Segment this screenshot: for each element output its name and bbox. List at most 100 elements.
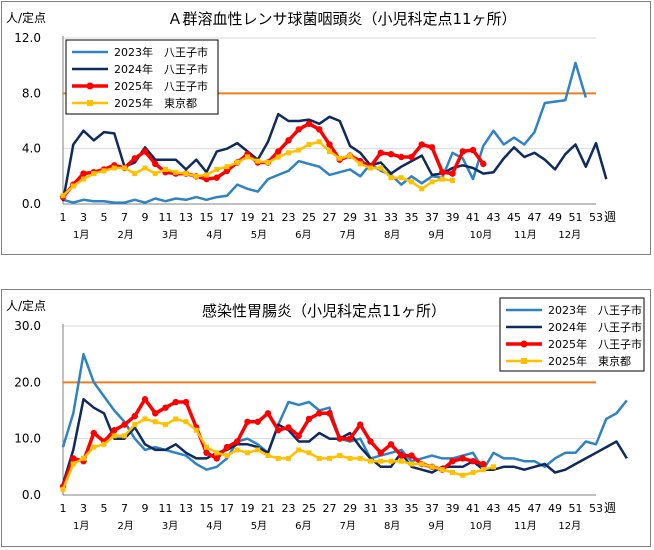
data-point	[408, 153, 415, 161]
x-tick-label: 3	[80, 211, 87, 224]
data-point	[429, 464, 435, 470]
data-point	[213, 455, 220, 462]
month-label: 2月	[117, 520, 133, 532]
data-point	[346, 435, 354, 442]
x-tick-label: 37	[425, 502, 439, 515]
data-point	[255, 158, 261, 164]
x-tick-label: 15	[200, 211, 214, 224]
x-tick-label: 49	[548, 502, 562, 515]
data-point	[316, 455, 322, 461]
data-point	[449, 170, 456, 177]
legend-label: 2024年 八王子市	[548, 320, 642, 334]
data-point	[245, 450, 250, 456]
data-point	[182, 398, 190, 406]
data-point	[480, 467, 486, 473]
x-tick-label: 29	[343, 211, 357, 224]
x-tick-label: 53	[589, 502, 603, 515]
data-point	[152, 410, 159, 417]
data-point	[327, 148, 332, 154]
data-point	[378, 165, 384, 171]
x-tick-label: 51	[569, 502, 583, 515]
x-tick-label: 51	[569, 211, 583, 224]
data-point	[60, 486, 66, 492]
data-point	[173, 169, 179, 175]
data-point	[275, 148, 282, 155]
legend: 2023年 八王子市 2024年 八王子市 2025年 八王子市 2025年 東京都	[499, 297, 645, 372]
data-point	[450, 177, 455, 183]
x-tick-label: 41	[466, 211, 480, 224]
series-3	[59, 396, 487, 490]
data-point	[214, 166, 220, 172]
month-label: 9月	[428, 229, 444, 241]
month-label: 12月	[558, 229, 581, 241]
month-label: 1月	[73, 520, 89, 532]
series-2	[61, 112, 608, 202]
data-point	[204, 444, 209, 450]
data-point	[296, 147, 302, 153]
data-point	[285, 137, 292, 144]
x-tick-label: 5	[101, 502, 108, 515]
data-point	[224, 453, 230, 459]
data-point	[306, 450, 312, 456]
data-point	[132, 171, 138, 177]
data-point	[459, 148, 466, 155]
legend-label: 2024年 八王子市	[114, 62, 208, 76]
data-point	[285, 424, 292, 431]
legend-label: 2025年 東京都	[114, 96, 197, 110]
data-point	[264, 410, 272, 417]
data-point	[357, 161, 363, 167]
data-point	[203, 449, 210, 456]
data-point	[265, 453, 271, 459]
data-point	[469, 146, 477, 154]
month-label: 10月	[470, 520, 493, 532]
x-tick-label: 13	[179, 211, 193, 224]
data-point	[172, 398, 179, 406]
data-point	[224, 164, 230, 170]
data-point	[418, 141, 425, 148]
data-point	[111, 165, 117, 171]
x-tick-label: 35	[405, 502, 419, 515]
data-point	[101, 441, 107, 447]
data-point	[162, 404, 169, 411]
x-tick-label: 7	[121, 211, 128, 224]
y-tick-label: 20.0	[14, 375, 41, 389]
data-point	[254, 418, 261, 425]
chart-panel-strep: Ａ群溶血性レンサ球菌咽頭炎（小児科定点11ヶ所） 人/定点 0.0 4.0 8.0 12.…	[1, 1, 651, 255]
y-tick-label: 0.0	[22, 197, 41, 211]
data-point	[450, 469, 455, 475]
data-point	[286, 455, 291, 461]
month-label: 10月	[470, 229, 493, 241]
x-tick-label: 43	[487, 211, 501, 224]
data-point	[152, 160, 159, 168]
y-tick-label: 8.0	[22, 86, 41, 100]
data-point	[449, 458, 456, 465]
series-1	[61, 352, 628, 471]
month-label: 1月	[73, 229, 89, 241]
data-point	[347, 153, 353, 159]
data-point	[439, 176, 445, 182]
legend: 2023年 八王子市 2024年 八王子市 2025年 八王子市 2025年 東京都	[65, 39, 219, 115]
data-point	[141, 396, 149, 403]
data-point	[183, 419, 189, 425]
month-label: 6月	[295, 520, 311, 532]
series-line	[62, 61, 587, 204]
month-label: 7月	[340, 229, 356, 241]
data-point	[296, 447, 302, 453]
data-point	[152, 171, 158, 177]
data-point	[183, 171, 189, 177]
series-line	[62, 140, 453, 197]
data-point	[470, 469, 476, 475]
data-point	[70, 455, 77, 462]
data-point	[398, 153, 405, 161]
x-tick-label: 39	[446, 502, 460, 515]
month-label: 6月	[295, 229, 311, 241]
data-point	[368, 165, 373, 171]
chart-title: 感染性胃腸炎（小児科定点11ヶ所）	[202, 302, 446, 320]
data-point	[398, 458, 404, 464]
x-tick-label: 25	[302, 502, 316, 515]
data-point	[316, 410, 323, 417]
x-tick-label: 25	[302, 211, 316, 224]
data-point	[326, 141, 333, 148]
data-point	[275, 427, 282, 434]
series-4	[60, 416, 496, 492]
